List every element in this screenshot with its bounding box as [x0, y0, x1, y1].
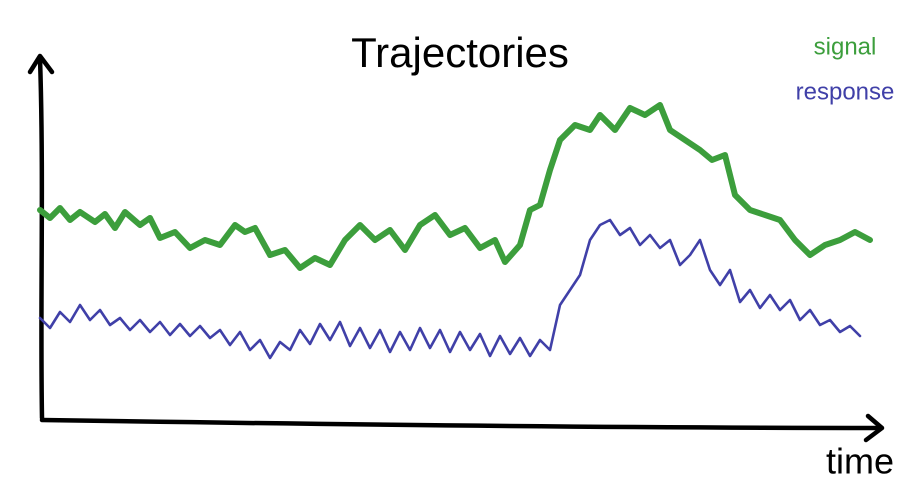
legend-label: response: [796, 78, 895, 105]
x-axis-label: time: [826, 441, 894, 482]
y-axis: [37, 55, 45, 421]
x-axis-arrow: [863, 413, 885, 443]
legend-label: signal: [814, 33, 877, 60]
x-axis: [39, 417, 883, 431]
y-axis-arrow: [27, 53, 55, 75]
series-line: [38, 218, 862, 360]
chart-title: Trajectories: [351, 29, 569, 76]
axes: [27, 53, 885, 443]
series-line: [37, 102, 873, 271]
